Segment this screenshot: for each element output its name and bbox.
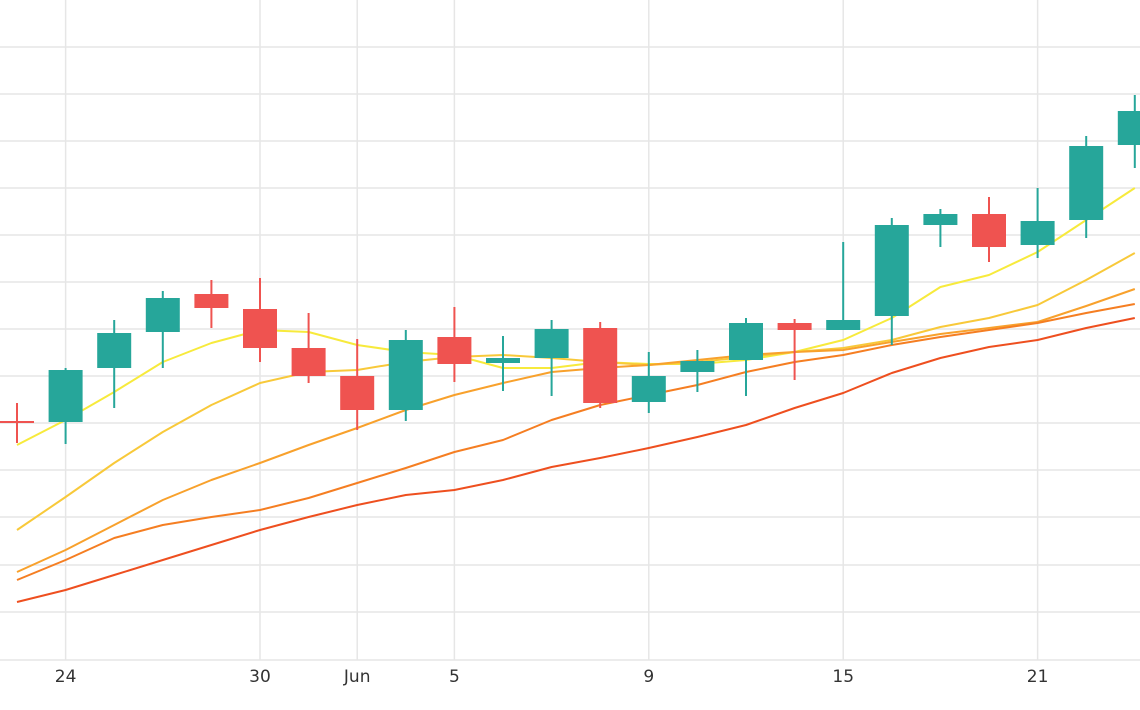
candle-body [777,323,812,330]
candle-body [340,376,375,410]
x-tick-label: 9 [643,667,654,687]
candle-body [145,298,180,332]
x-tick-label: Jun [343,667,371,687]
candle-body [874,225,909,316]
candle-body [972,214,1006,247]
x-tick-label: 24 [55,667,77,687]
moving-average-line [16,288,1136,573]
candle-body [388,340,423,410]
candle-body [243,309,277,348]
candle-body [1117,111,1140,145]
candle-body [826,320,861,330]
candles [0,95,1140,444]
x-tick-label: 15 [832,667,854,687]
candle-body [583,328,618,403]
candle-body [1069,146,1104,220]
candle-body [1020,221,1055,245]
candle-body [194,294,229,308]
candle-body [97,333,132,368]
moving-average-line [16,187,1136,446]
candle-body [48,370,83,422]
candle-body [0,421,34,423]
x-tick-label: 21 [1027,667,1049,687]
x-tick-label: 5 [449,667,460,687]
candle-body [291,348,326,376]
moving-average-line [16,252,1136,531]
candle-body [534,329,569,358]
candle-body [729,323,763,360]
moving-average-line [16,317,1136,603]
candle-body [680,361,715,372]
moving-averages [16,187,1136,603]
candle-body [631,376,666,402]
x-axis: 24 30 Jun 5 9 15 21 [55,667,1049,687]
candle-body [923,214,958,225]
candle-body [437,337,472,364]
candle-body [486,358,520,363]
x-tick-label: 30 [249,667,271,687]
moving-average-line [16,303,1135,581]
